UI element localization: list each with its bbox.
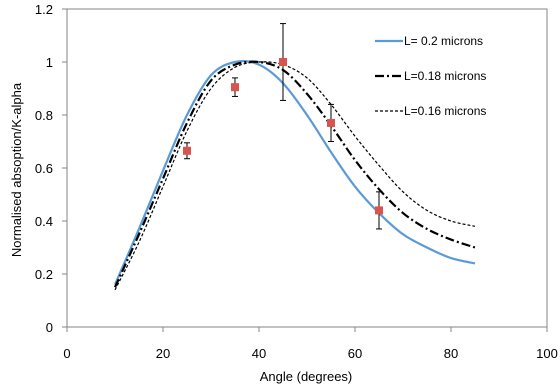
measurement-points	[183, 23, 383, 230]
legend-item-l-0-2: L= 0.2 microns	[375, 34, 483, 48]
tick-marks	[62, 8, 548, 332]
y-tick-label: 1	[46, 55, 53, 70]
data-point	[231, 77, 239, 97]
y-tick-label: 0.2	[35, 267, 53, 282]
x-tick-label: 40	[252, 346, 266, 361]
x-tick-label: 60	[348, 346, 362, 361]
data-point	[327, 103, 335, 142]
y-tick-label: 0.4	[35, 214, 53, 229]
x-tick-label: 0	[63, 346, 70, 361]
legend-label: L=0.16 microns	[404, 104, 486, 118]
data-point-marker	[231, 83, 239, 92]
data-point-marker	[327, 118, 335, 127]
legend-label: L= 0.2 microns	[404, 34, 483, 48]
data-point-marker	[279, 58, 287, 66]
data-point	[279, 23, 287, 101]
x-tick-labels: 0 20 40 60 80 100	[63, 346, 557, 361]
legend: L= 0.2 microns L=0.18 microns L=0.16 micro…	[375, 34, 486, 118]
legend-item-l-0-16: L=0.16 microns	[375, 104, 486, 118]
series-lines	[113, 60, 476, 291]
legend-label: L=0.18 microns	[404, 69, 486, 83]
series-line-l-0-2	[113, 60, 476, 286]
x-axis-title: Angle (degrees)	[260, 369, 353, 384]
series-line-l-0-18	[113, 60, 476, 288]
x-tick-label: 100	[536, 346, 558, 361]
x-tick-label: 80	[444, 346, 458, 361]
data-point	[183, 142, 191, 160]
y-tick-label: 0.8	[35, 108, 53, 123]
series-line-l-0-16	[114, 61, 476, 291]
data-point-marker	[183, 146, 191, 155]
legend-item-l-0-18: L=0.18 microns	[375, 69, 486, 83]
data-point-marker	[375, 206, 383, 215]
y-tick-label: 0	[46, 320, 53, 335]
y-axis-title: Normalised absoption/K-alpha	[9, 82, 24, 257]
x-tick-label: 20	[156, 346, 170, 361]
y-tick-label: 0.6	[35, 161, 53, 176]
y-tick-label: 1.2	[35, 2, 53, 17]
y-tick-labels: 0 0.2 0.4 0.6 0.8 1 1.2	[35, 2, 53, 335]
data-point	[375, 191, 383, 230]
